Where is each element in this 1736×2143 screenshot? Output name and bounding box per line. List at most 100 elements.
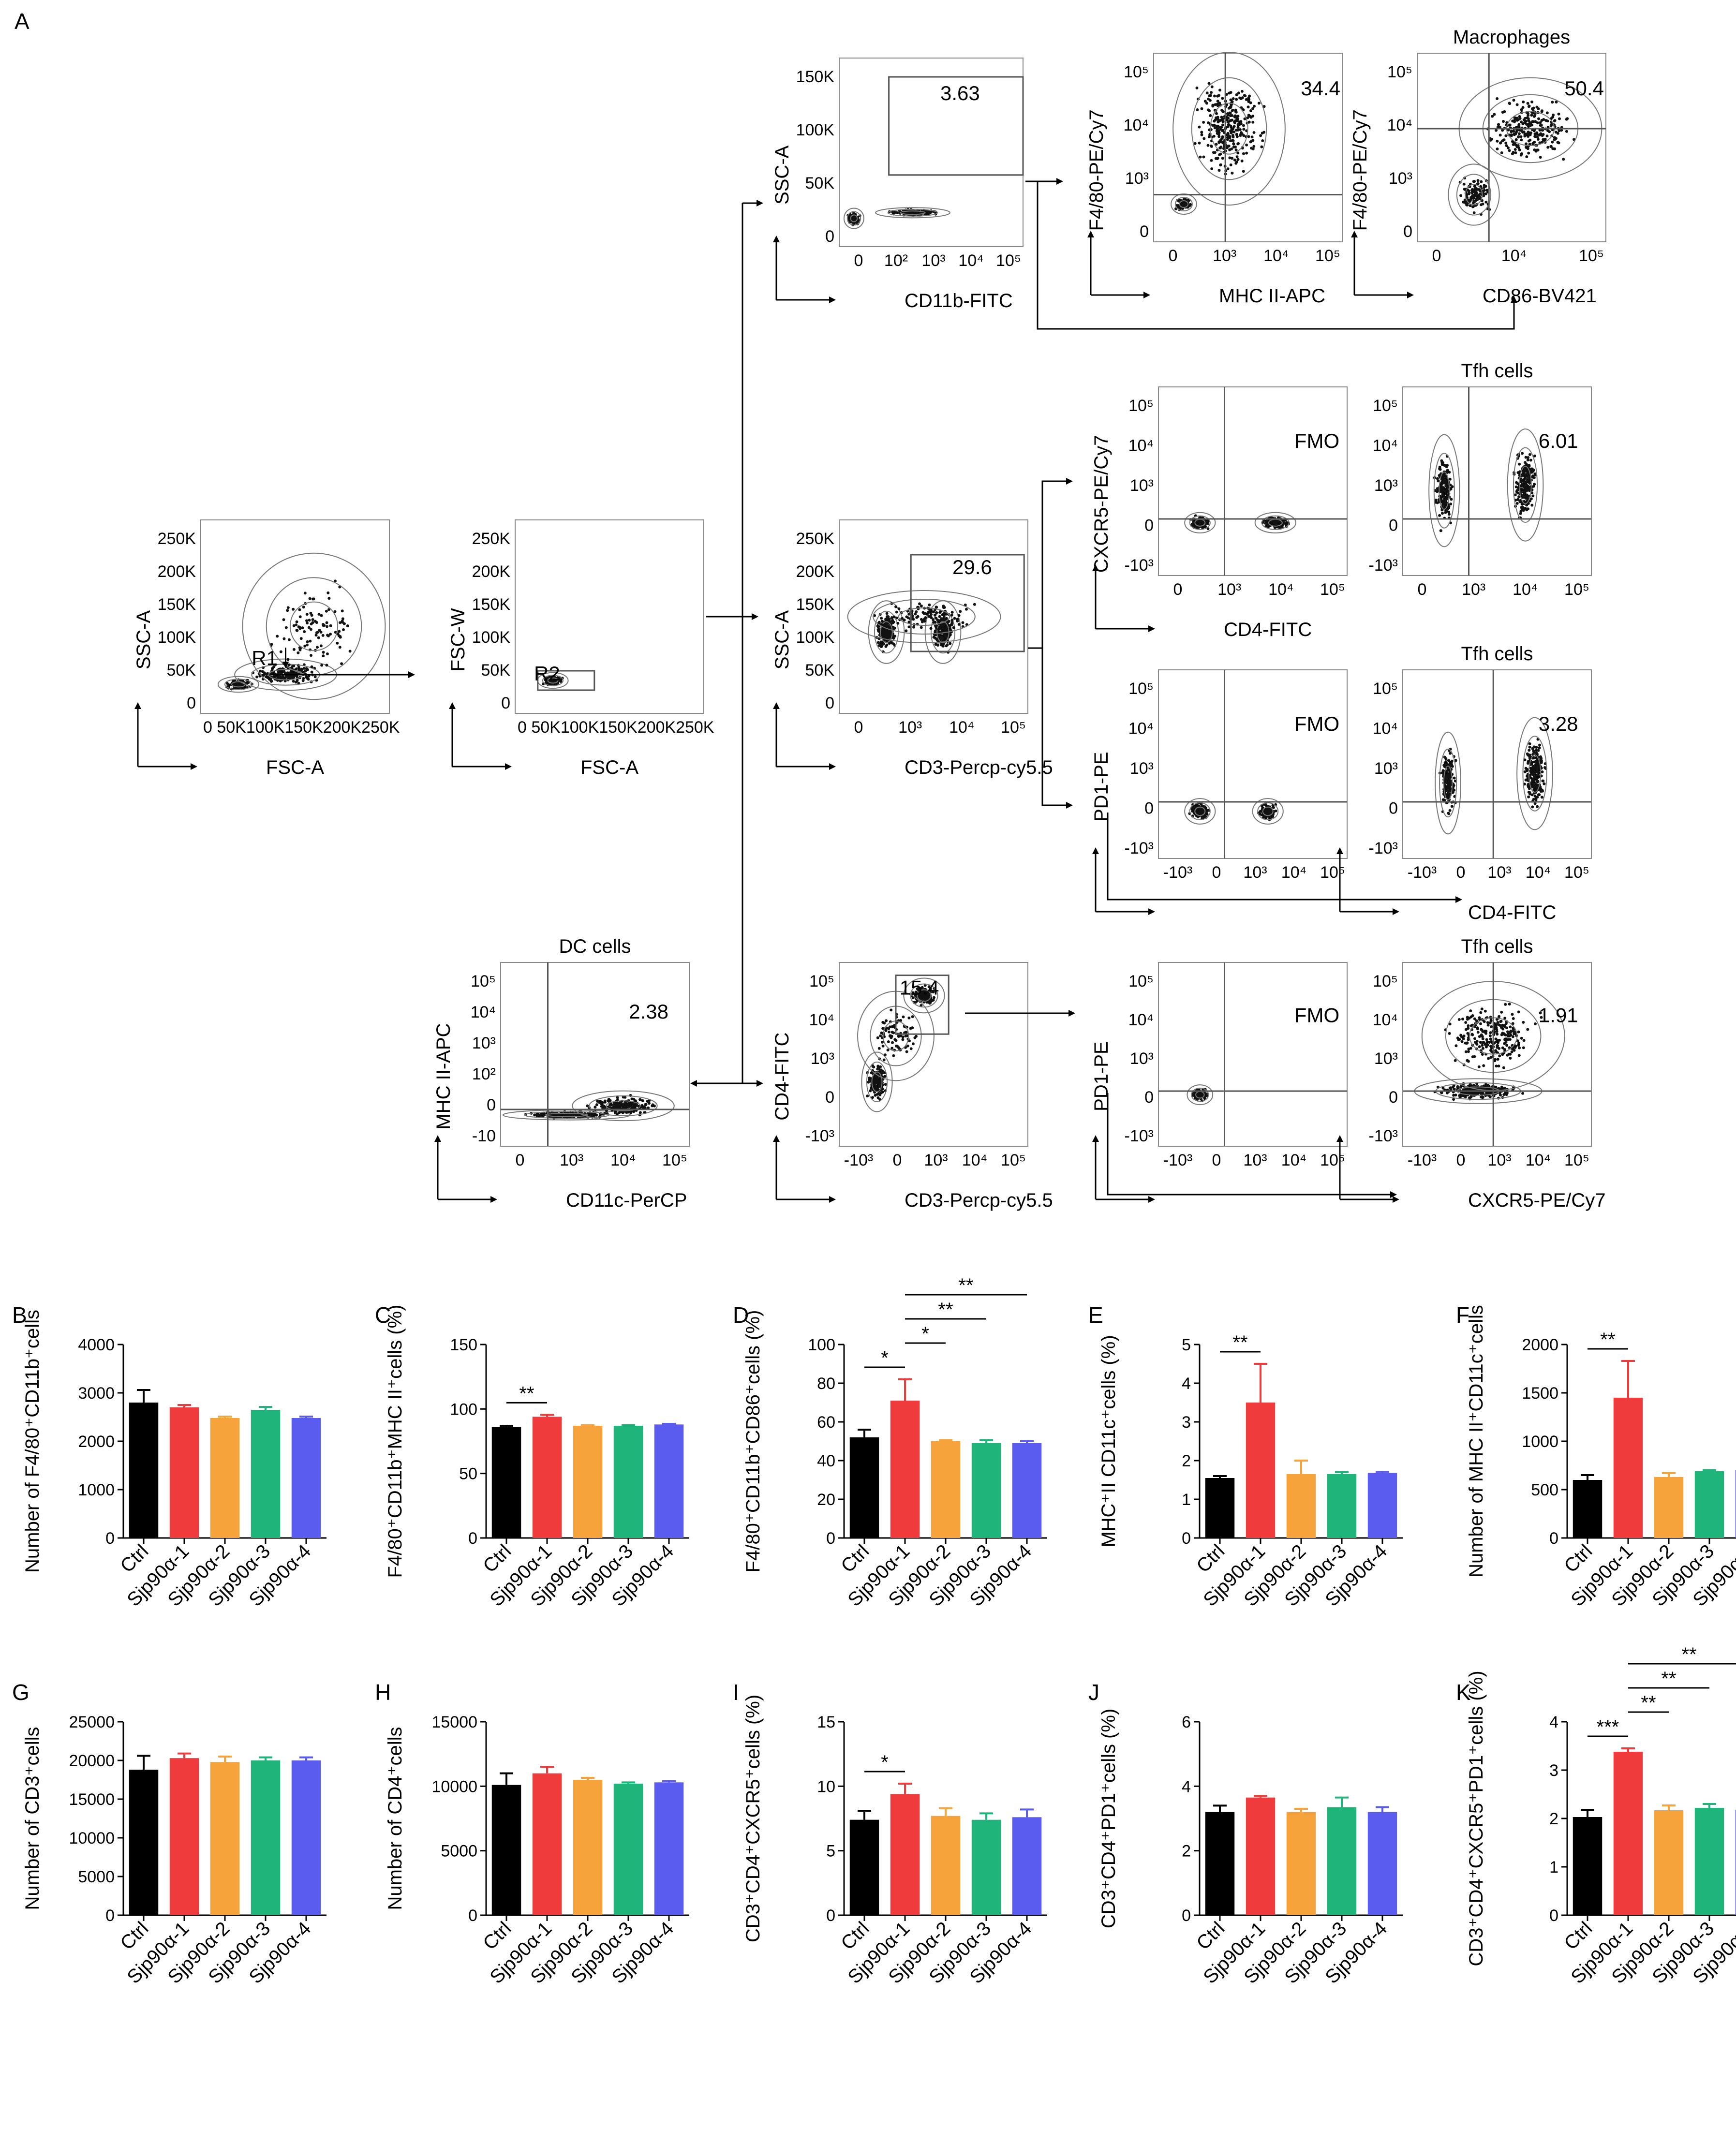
event-dot	[1213, 94, 1216, 98]
y-axis-label: PD1-PE	[1091, 1041, 1112, 1111]
event-dot	[1234, 162, 1238, 165]
event-dot	[307, 678, 310, 681]
y-tick-label: 10⁵	[1124, 63, 1149, 81]
event-dot	[1523, 474, 1526, 478]
event-dot	[1442, 481, 1446, 485]
event-dot	[907, 1016, 911, 1020]
event-dot	[1217, 94, 1220, 97]
event-dot	[937, 628, 940, 631]
event-dot	[938, 611, 942, 614]
event-dot	[329, 633, 332, 636]
event-dot	[957, 614, 961, 617]
event-dot	[317, 636, 320, 639]
event-dot	[886, 623, 889, 627]
event-dot	[1499, 133, 1502, 137]
x-tick-label: 10³	[1462, 580, 1485, 599]
event-dot	[1553, 138, 1556, 141]
event-dot	[333, 610, 337, 613]
event-dot	[1251, 139, 1255, 142]
event-dot	[244, 686, 247, 689]
event-dot	[867, 1080, 870, 1084]
event-dot	[913, 612, 917, 616]
event-dot	[334, 579, 337, 583]
event-dot	[1229, 119, 1232, 122]
event-dot	[308, 619, 311, 622]
event-dot	[880, 617, 883, 620]
event-dot	[940, 618, 944, 621]
event-dot	[339, 636, 342, 639]
event-dot	[1514, 138, 1518, 141]
event-dot	[920, 626, 923, 629]
event-dot	[322, 650, 325, 654]
event-dot	[336, 641, 339, 645]
event-dot	[1540, 110, 1543, 113]
event-dot	[258, 669, 262, 673]
event-dot	[885, 1019, 888, 1022]
event-dot	[1519, 135, 1523, 138]
event-dot	[1235, 93, 1238, 96]
event-dot	[893, 635, 897, 638]
event-dot	[911, 1042, 915, 1046]
event-dot	[651, 1104, 654, 1108]
y-tick-label: 10⁴	[471, 1003, 496, 1021]
event-dot	[292, 680, 295, 683]
event-dot	[1231, 109, 1234, 112]
x-tick-label: 10⁵	[1564, 863, 1589, 882]
x-tick-label: 0	[1169, 247, 1178, 265]
event-dot	[298, 627, 302, 630]
event-dot	[901, 1038, 905, 1041]
event-dot	[305, 613, 309, 616]
event-dot	[1226, 167, 1230, 171]
x-tick-label: 10⁵	[996, 251, 1021, 270]
event-dot	[1479, 192, 1482, 196]
event-dot	[1528, 143, 1531, 146]
event-dot	[1205, 102, 1208, 105]
event-dot	[1229, 91, 1232, 94]
flow-plot-frame	[1158, 386, 1348, 576]
event-dot	[552, 678, 556, 681]
event-dot	[1531, 494, 1535, 498]
event-dot	[1557, 141, 1560, 145]
event-dot	[1552, 113, 1555, 117]
event-dot	[285, 671, 289, 675]
event-dot	[298, 608, 301, 611]
event-dot	[311, 618, 314, 621]
event-dot	[1513, 142, 1516, 145]
event-dot	[1205, 91, 1209, 95]
x-tick-label: 0	[1173, 580, 1183, 599]
event-dot	[1536, 770, 1539, 774]
y-tick-label: 10³	[1374, 759, 1398, 778]
y-tick-label: 10³	[1130, 1049, 1154, 1068]
event-dot	[1208, 99, 1212, 102]
event-dot	[949, 642, 952, 645]
event-dot	[638, 1098, 642, 1101]
event-dot	[271, 666, 274, 670]
event-dot	[880, 642, 883, 645]
event-dot	[1541, 770, 1544, 773]
event-dot	[1531, 747, 1534, 750]
event-dot	[932, 610, 935, 614]
y-tick-label: 0	[1144, 1088, 1154, 1107]
y-tick-label: 250K	[796, 530, 835, 548]
event-dot	[1217, 133, 1220, 136]
event-dot	[1476, 182, 1480, 185]
y-axis-label: SSC-A	[772, 610, 793, 670]
x-tick-label: 10⁴	[1268, 580, 1293, 599]
event-dot	[1448, 477, 1452, 481]
event-dot	[286, 606, 290, 609]
event-dot	[1225, 133, 1229, 136]
event-dot	[935, 611, 938, 614]
event-dot	[1232, 139, 1235, 142]
event-dot	[1236, 126, 1240, 129]
event-dot	[1445, 773, 1449, 777]
event-dot	[1496, 148, 1499, 150]
event-dot	[1234, 148, 1238, 151]
event-dot	[338, 630, 341, 633]
event-dot	[1233, 120, 1236, 123]
event-dot	[1546, 146, 1550, 149]
event-dot	[1533, 135, 1537, 138]
x-tick-label: 10⁵	[1315, 247, 1340, 265]
event-dot	[321, 634, 325, 637]
